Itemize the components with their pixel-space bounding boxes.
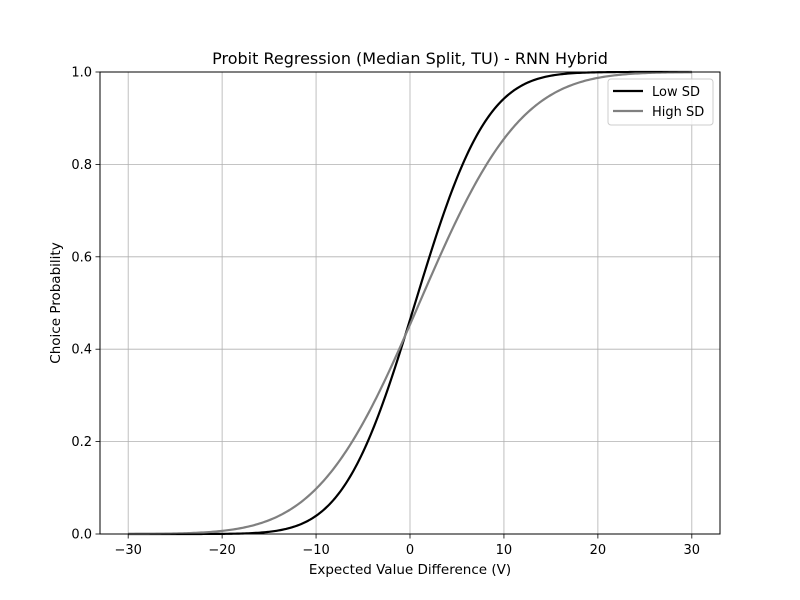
x-tick-label: −20 <box>208 543 235 558</box>
legend: Low SD High SD <box>607 78 714 126</box>
legend-label-low-sd: Low SD <box>652 85 700 100</box>
x-tick-label: 30 <box>684 543 701 558</box>
y-tick-label: 0.6 <box>71 250 92 265</box>
axis-ticks: −30 −20 −10 0 10 20 30 0.0 0.2 0.4 0.6 0.8 1.0 <box>71 66 700 559</box>
x-tick-label: −10 <box>302 543 329 558</box>
y-axis-label: Choice Probability <box>48 242 64 363</box>
y-tick-label: 1.0 <box>71 66 92 81</box>
x-axis-label: Expected Value Difference (V) <box>309 562 511 578</box>
x-tick-label: −30 <box>114 543 141 558</box>
y-tick-label: 0.4 <box>71 343 92 358</box>
x-tick-label: 0 <box>406 543 414 558</box>
x-tick-label: 10 <box>496 543 513 558</box>
y-tick-label: 0.0 <box>71 528 92 543</box>
chart-title: Probit Regression (Median Split, TU) - R… <box>212 49 608 68</box>
x-tick-label: 20 <box>590 543 607 558</box>
grid-lines <box>100 71 720 535</box>
y-tick-label: 0.2 <box>71 435 92 450</box>
legend-label-high-sd: High SD <box>652 105 704 120</box>
series-line-high-sd <box>128 71 692 536</box>
y-tick-label: 0.8 <box>71 158 92 173</box>
